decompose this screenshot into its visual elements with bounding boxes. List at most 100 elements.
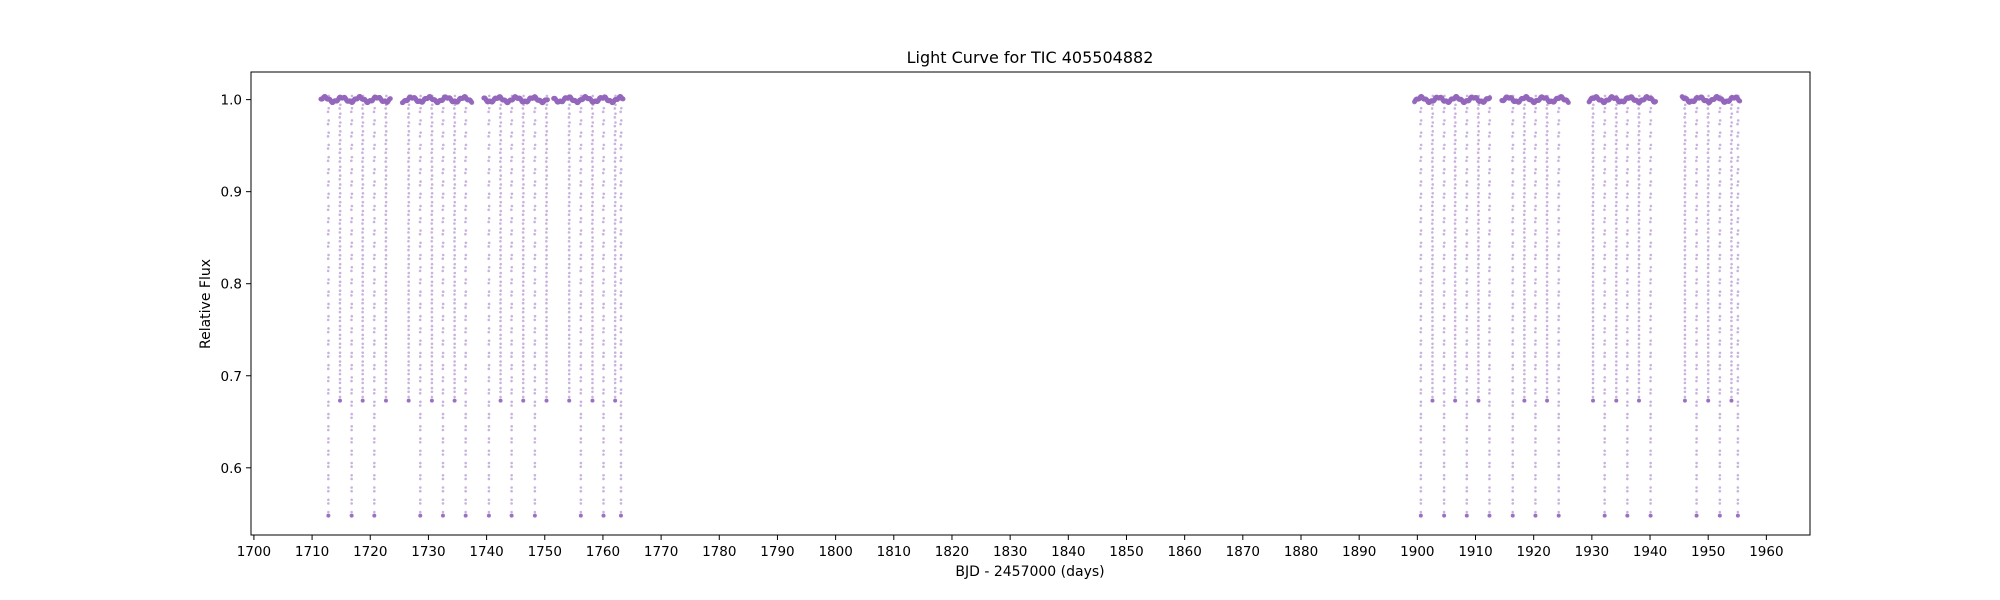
data-point: [1454, 227, 1457, 231]
data-point: [579, 400, 583, 404]
data-point: [1736, 294, 1739, 297]
data-point: [590, 98, 594, 101]
data-point: [338, 147, 342, 151]
data-point: [1637, 372, 1641, 376]
data-point: [338, 266, 342, 270]
data-point: [1453, 289, 1457, 292]
data-point: [338, 333, 342, 337]
data-point: [533, 281, 536, 285]
data-point: [384, 227, 388, 231]
data-point: [487, 106, 491, 110]
data-point: [1603, 437, 1607, 440]
data-point: [522, 94, 525, 98]
data-point: [1706, 248, 1710, 252]
data-point: [1431, 174, 1435, 177]
data-point: [384, 177, 388, 181]
data-point: [1614, 257, 1618, 261]
data-point: [614, 130, 617, 133]
data-point: [1431, 293, 1434, 296]
data-point: [338, 213, 342, 216]
data-point: [338, 236, 342, 239]
data-point: [579, 428, 583, 432]
data-point: [1625, 318, 1629, 322]
data-point: [1465, 392, 1468, 395]
data-point: [464, 220, 467, 224]
data-point: [522, 121, 525, 124]
data-point: [487, 294, 491, 297]
data-point: [453, 130, 457, 133]
data-point: [373, 388, 376, 391]
data-point: [464, 106, 468, 110]
data-point: [1718, 355, 1721, 358]
data-point: [1442, 513, 1447, 518]
data-point: [1511, 416, 1514, 420]
data-point: [1453, 231, 1457, 234]
data-point: [1557, 208, 1560, 212]
data-point: [545, 147, 549, 151]
data-point: [1465, 204, 1469, 208]
data-point: [350, 245, 353, 248]
data-point: [1419, 232, 1422, 236]
data-point: [499, 186, 502, 190]
data-point: [1522, 284, 1526, 287]
data-point: [1695, 106, 1699, 110]
data-point: [1453, 342, 1457, 346]
data-point: [602, 265, 606, 269]
data-point: [373, 489, 376, 493]
data-point: [533, 265, 537, 269]
data-point: [1431, 156, 1435, 160]
data-point: [1533, 330, 1537, 334]
data-point: [1637, 174, 1641, 177]
data-point: [1488, 376, 1491, 379]
data-point: [1718, 363, 1722, 367]
data-point: [1649, 379, 1652, 383]
data-point: [1730, 293, 1733, 296]
data-point: [1649, 204, 1653, 208]
data-point: [619, 269, 623, 273]
data-point: [384, 130, 388, 133]
data-point: [384, 363, 388, 367]
data-point: [499, 239, 502, 243]
data-point: [1534, 94, 1538, 98]
data-point: [1488, 217, 1492, 220]
data-point: [1683, 160, 1686, 163]
data-point: [1603, 302, 1607, 306]
data-point: [1487, 147, 1491, 150]
data-point: [619, 339, 623, 342]
data-point: [327, 339, 330, 342]
data-point: [1523, 298, 1526, 301]
data-point: [1545, 360, 1549, 363]
data-point: [1442, 290, 1446, 294]
data-point: [602, 355, 605, 358]
data-point: [590, 398, 595, 403]
data-point: [407, 386, 410, 390]
data-point: [418, 355, 422, 358]
data-point: [1465, 94, 1469, 98]
data-point: [372, 367, 376, 371]
data-point: [1442, 183, 1446, 187]
data-point: [486, 513, 491, 518]
data-point: [350, 196, 353, 199]
data-point: [1591, 372, 1595, 376]
data-point: [533, 363, 537, 367]
data-point: [521, 133, 525, 137]
y-axis: 0.60.70.80.91.0: [221, 93, 251, 477]
data-point: [614, 245, 617, 248]
data-point: [1419, 122, 1422, 126]
data-point: [373, 278, 376, 281]
data-point: [419, 278, 422, 281]
data-point: [372, 330, 376, 334]
data-point: [1557, 327, 1561, 330]
data-point: [1637, 231, 1641, 234]
data-point: [591, 103, 595, 107]
data-point: [1557, 168, 1561, 171]
data-point: [1557, 155, 1561, 159]
data-point: [453, 213, 456, 216]
data-point: [1442, 428, 1446, 432]
data-point: [338, 192, 342, 195]
data-point: [1522, 116, 1526, 119]
data-point: [1730, 342, 1733, 346]
data-point: [338, 310, 342, 314]
data-point: [407, 275, 410, 278]
data-point: [533, 327, 537, 330]
